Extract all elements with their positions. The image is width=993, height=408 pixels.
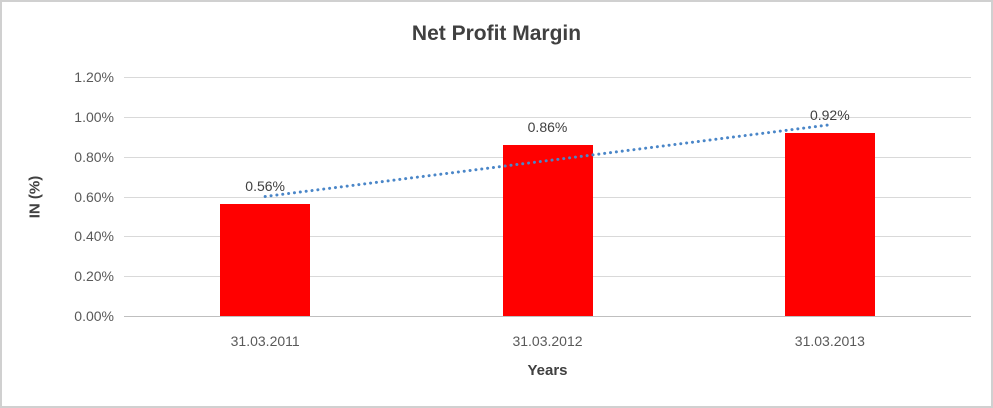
bar-data-label: 0.92%	[809, 106, 850, 123]
bar-data-label: 0.86%	[527, 118, 568, 135]
gridline	[124, 77, 971, 78]
gridline	[124, 116, 971, 118]
y-tick-label: 0.60%	[74, 188, 114, 205]
y-tick-label: 0.00%	[74, 308, 114, 324]
y-tick-label: 1.00%	[74, 108, 114, 125]
bar-data-label: 0.56%	[245, 178, 285, 195]
y-tick-label: 1.20%	[74, 69, 114, 85]
y-tick-label: 0.40%	[74, 228, 114, 245]
chart-title: Net Profit Margin	[411, 22, 582, 45]
x-axis-title: Years	[527, 362, 568, 379]
x-axis-line	[124, 316, 971, 317]
bar-31.03.2011	[220, 204, 311, 316]
x-tick-label: 31.03.2011	[230, 333, 300, 349]
x-tick-label: 31.03.2013	[794, 333, 865, 349]
bar-31.03.2012	[502, 144, 593, 316]
y-tick-label: 0.80%	[74, 148, 114, 165]
x-tick-label: 31.03.2012	[512, 333, 583, 349]
bar-31.03.2013	[784, 132, 875, 316]
y-tick-label: 0.20%	[74, 268, 114, 285]
